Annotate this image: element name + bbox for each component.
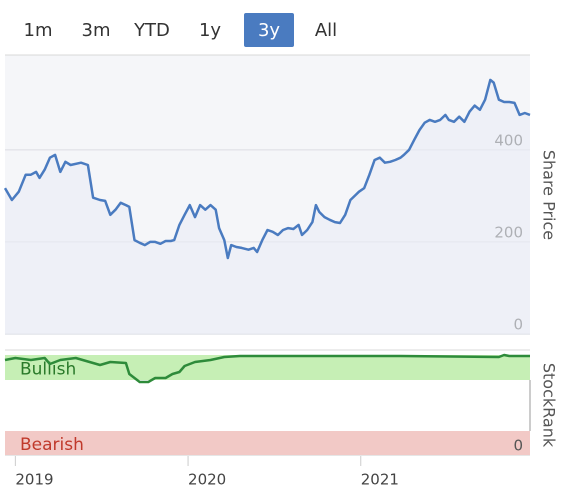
axis-title: StockRank bbox=[540, 363, 559, 448]
band-label: Bullish bbox=[20, 360, 76, 380]
range-button[interactable]: All bbox=[315, 20, 337, 41]
x-tick-label: 2021 bbox=[361, 471, 399, 489]
range-button[interactable]: 1y bbox=[199, 20, 221, 41]
series-line bbox=[3, 78, 531, 260]
x-tick-label: 2019 bbox=[15, 471, 53, 489]
range-button[interactable]: 1m bbox=[24, 20, 53, 41]
band-label: Bearish bbox=[20, 435, 84, 455]
range-button[interactable]: YTD bbox=[133, 20, 170, 41]
range-button[interactable]: 3m bbox=[82, 20, 111, 41]
y-tick-label: 0 bbox=[513, 437, 523, 455]
price-area bbox=[5, 79, 530, 335]
rank-band bbox=[5, 431, 530, 455]
series-line bbox=[4, 353, 530, 384]
x-tick-label: 2020 bbox=[188, 471, 226, 489]
axis-title: Share Price bbox=[540, 150, 559, 240]
range-button[interactable]: 3y bbox=[258, 20, 280, 41]
range-button-selected bbox=[244, 13, 294, 47]
rank-band bbox=[5, 355, 530, 380]
